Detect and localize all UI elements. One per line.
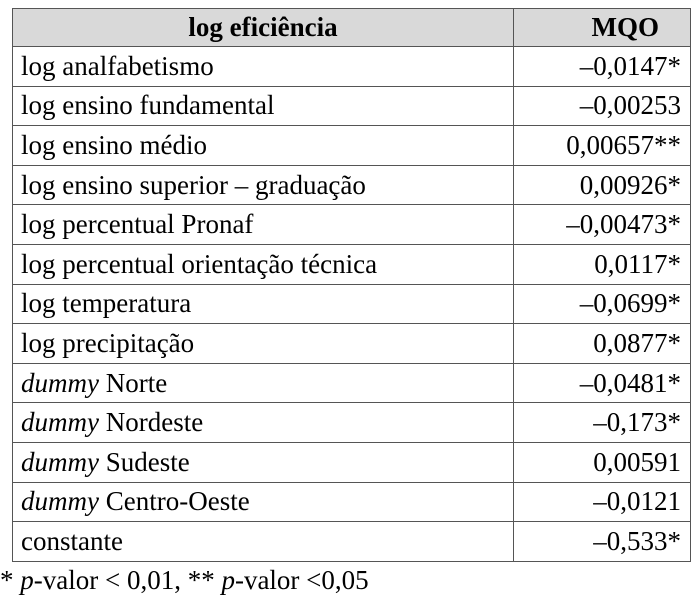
table-row: dummy Centro-Oeste –0,0121 <box>12 481 691 523</box>
table-row: log ensino médio 0,00657** <box>12 125 691 166</box>
row-value: –0,533* <box>513 521 691 562</box>
row-label-text: log temperatura <box>21 288 192 319</box>
footnote-p1: p <box>20 565 34 595</box>
row-label: log percentual orientação técnica <box>12 243 514 285</box>
row-label: log ensino médio <box>12 125 514 166</box>
row-label: log percentual Pronaf <box>12 204 514 245</box>
row-value: –0,0481* <box>513 362 691 404</box>
row-label-text: log ensino fundamental <box>21 90 275 121</box>
row-value: 0,0877* <box>513 323 691 364</box>
table-row: log analfabetismo –0,0147* <box>12 46 691 87</box>
regression-table: log eficiência MQO log analfabetismo –0,0… <box>12 8 691 562</box>
footnote-part3: -valor <0,05 <box>234 565 369 595</box>
table-body: log analfabetismo –0,0147* log ensino fund… <box>12 46 691 562</box>
table-row: log precipitação 0,0877* <box>12 323 691 364</box>
row-value: 0,0117* <box>513 243 691 285</box>
row-label-text: Centro-Oeste <box>98 486 250 517</box>
row-label: log precipitação <box>12 323 514 364</box>
table-row: log percentual orientação técnica 0,0117* <box>12 243 691 285</box>
row-value: –0,00473* <box>513 204 691 245</box>
row-label: constante <box>12 521 514 562</box>
row-label-text: log percentual orientação técnica <box>21 248 378 279</box>
footnote-p2: p <box>221 565 235 595</box>
row-value: 0,00657** <box>513 125 691 166</box>
footnote-part1: * <box>0 565 21 595</box>
regression-table-container: log eficiência MQO log analfabetismo –0,0… <box>12 8 691 562</box>
row-value: –0,173* <box>513 402 691 443</box>
row-label: log ensino fundamental <box>12 85 514 127</box>
table-row: constante –0,533* <box>12 521 691 562</box>
row-label: dummy Sudeste <box>12 441 514 483</box>
row-value: 0,00926* <box>513 164 691 206</box>
table-row: log ensino superior – graduação 0,00926* <box>12 164 691 206</box>
row-label-text: log analfabetismo <box>21 50 214 81</box>
row-label-text: constante <box>21 525 123 556</box>
row-value: –0,0121 <box>513 481 691 523</box>
row-value: 0,00591 <box>513 441 691 483</box>
table-row: dummy Sudeste 0,00591 <box>12 441 691 483</box>
row-label-text: Sudeste <box>98 446 190 477</box>
row-label-prefix: dummy <box>21 367 99 398</box>
row-label: log temperatura <box>12 283 514 325</box>
row-value: –0,0699* <box>513 283 691 325</box>
table-row: dummy Nordeste –0,173* <box>12 402 691 443</box>
row-label-text: log ensino médio <box>21 129 207 160</box>
row-label: log ensino superior – graduação <box>12 164 514 206</box>
row-label-text: Norte <box>98 367 168 398</box>
table-row: log temperatura –0,0699* <box>12 283 691 325</box>
row-label-prefix: dummy <box>21 407 99 438</box>
row-label: log analfabetismo <box>12 46 514 87</box>
row-label: dummy Centro-Oeste <box>12 481 514 523</box>
row-label: dummy Norte <box>12 362 514 404</box>
footnote-part2: -valor < 0,01, ** <box>33 565 222 595</box>
row-value: –0,00253 <box>513 85 691 127</box>
table-row: log percentual Pronaf –0,00473* <box>12 204 691 245</box>
row-value: –0,0147* <box>513 46 691 87</box>
table-row: dummy Norte –0,0481* <box>12 362 691 404</box>
row-label: dummy Nordeste <box>12 402 514 443</box>
header-row: log eficiência MQO <box>12 8 691 47</box>
header-mqo: MQO <box>513 8 691 47</box>
row-label-text: Nordeste <box>98 407 204 438</box>
table-row: log ensino fundamental –0,00253 <box>12 85 691 127</box>
header-variable: log eficiência <box>12 8 514 47</box>
footnote: * p-valor < 0,01, ** p-valor <0,05 <box>0 565 369 596</box>
row-label-text: log ensino superior – graduação <box>21 169 366 200</box>
row-label-text: log precipitação <box>21 327 195 358</box>
row-label-prefix: dummy <box>21 486 99 517</box>
row-label-text: log percentual Pronaf <box>21 209 254 240</box>
row-label-prefix: dummy <box>21 446 99 477</box>
